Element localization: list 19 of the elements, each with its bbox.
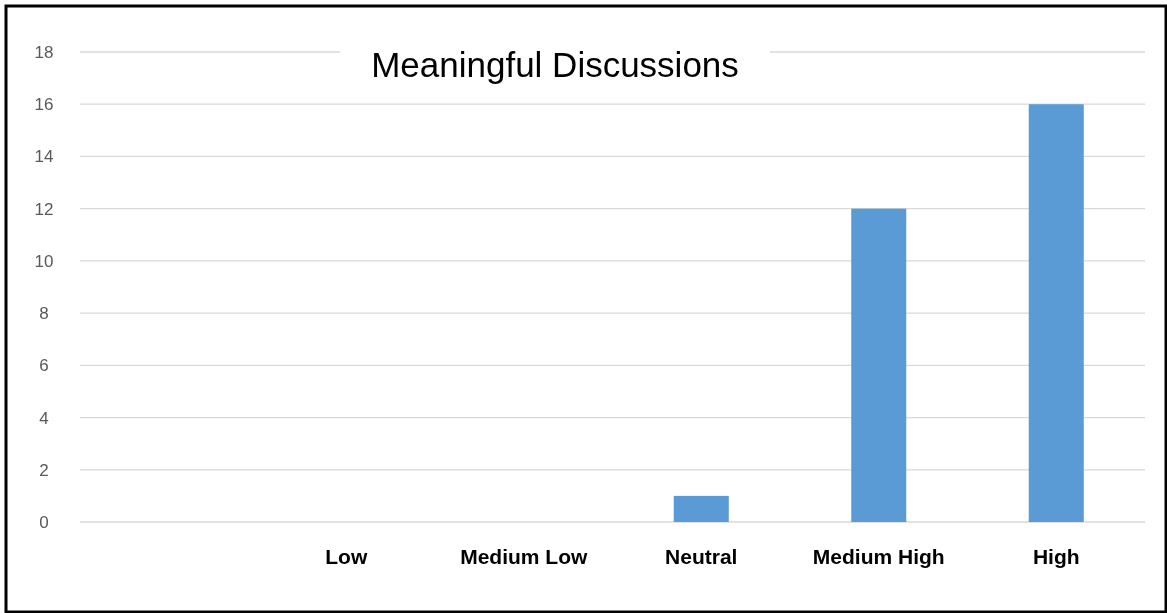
y-tick-label: 6	[39, 356, 49, 376]
x-tick-label: Low	[325, 545, 368, 568]
y-tick-label: 18	[34, 42, 54, 62]
y-tick-label: 10	[34, 251, 54, 271]
y-tick-label: 2	[39, 460, 49, 480]
x-tick-label: Medium High	[812, 545, 945, 568]
y-tick-label: 8	[39, 304, 49, 324]
y-tick-label: 4	[39, 408, 49, 428]
y-tick-label: 16	[34, 95, 54, 115]
x-tick-label: Medium Low	[460, 545, 588, 568]
bar	[673, 495, 729, 522]
x-tick-label: High	[1032, 545, 1080, 568]
x-tick-label: Neutral	[665, 545, 738, 568]
chart-title: Meaningful Discussions	[371, 45, 739, 84]
y-tick-label: 12	[34, 199, 54, 219]
y-tick-label: 0	[39, 512, 49, 532]
bar	[851, 208, 907, 522]
bar	[1028, 104, 1084, 522]
y-tick-label: 14	[34, 147, 54, 167]
